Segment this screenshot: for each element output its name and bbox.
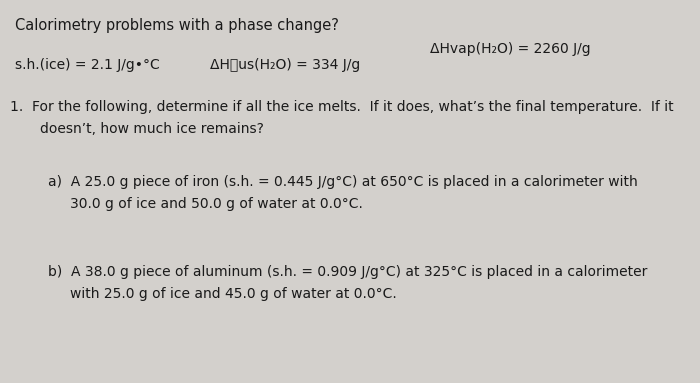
Text: b)  A 38.0 g piece of aluminum (s.h. = 0.909 J/g°C) at 325°C is placed in a calo: b) A 38.0 g piece of aluminum (s.h. = 0.… [48,265,648,279]
Text: ΔH₟us(H₂O) = 334 J/g: ΔH₟us(H₂O) = 334 J/g [210,58,360,72]
Text: 1.  For the following, determine if all the ice melts.  If it does, what’s the f: 1. For the following, determine if all t… [10,100,673,114]
Text: s.h.(ice) = 2.1 J/g•°C: s.h.(ice) = 2.1 J/g•°C [15,58,160,72]
Text: doesn’t, how much ice remains?: doesn’t, how much ice remains? [40,122,264,136]
Text: ΔHᴠap(H₂O) = 2260 J/g: ΔHᴠap(H₂O) = 2260 J/g [430,42,591,56]
Text: 30.0 g of ice and 50.0 g of water at 0.0°C.: 30.0 g of ice and 50.0 g of water at 0.0… [70,197,363,211]
Text: with 25.0 g of ice and 45.0 g of water at 0.0°C.: with 25.0 g of ice and 45.0 g of water a… [70,287,397,301]
Text: a)  A 25.0 g piece of iron (s.h. = 0.445 J/g°C) at 650°C is placed in a calorime: a) A 25.0 g piece of iron (s.h. = 0.445 … [48,175,638,189]
Text: Calorimetry problems with a phase change?: Calorimetry problems with a phase change… [15,18,339,33]
